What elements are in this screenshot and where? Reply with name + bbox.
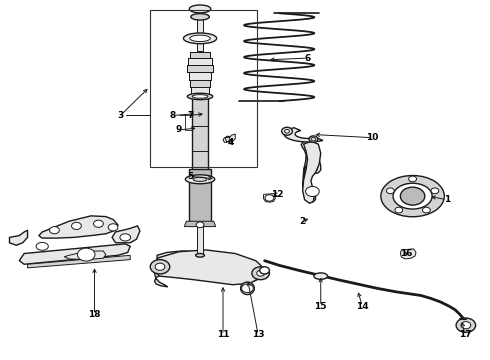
Polygon shape	[301, 140, 321, 174]
Text: 15: 15	[315, 302, 327, 311]
Circle shape	[456, 318, 476, 332]
Circle shape	[252, 267, 270, 280]
Ellipse shape	[191, 14, 209, 20]
Circle shape	[257, 270, 265, 276]
Circle shape	[108, 224, 118, 231]
Polygon shape	[190, 80, 210, 87]
Ellipse shape	[241, 282, 254, 294]
Text: 8: 8	[170, 111, 176, 120]
Polygon shape	[191, 87, 209, 94]
Ellipse shape	[183, 33, 217, 44]
Ellipse shape	[196, 253, 204, 257]
Text: 11: 11	[217, 330, 229, 339]
Circle shape	[306, 186, 319, 197]
Text: 9: 9	[176, 125, 182, 134]
Circle shape	[196, 222, 204, 228]
Text: 1: 1	[443, 195, 450, 204]
Polygon shape	[303, 150, 318, 202]
Polygon shape	[187, 65, 213, 72]
Text: 14: 14	[356, 302, 368, 311]
Polygon shape	[197, 223, 203, 253]
Ellipse shape	[314, 273, 328, 279]
Text: 18: 18	[88, 310, 101, 319]
Polygon shape	[27, 255, 130, 268]
Text: 13: 13	[252, 330, 265, 339]
Circle shape	[282, 127, 293, 135]
Polygon shape	[9, 230, 27, 245]
Circle shape	[94, 220, 103, 227]
Polygon shape	[189, 72, 211, 80]
Circle shape	[285, 130, 290, 133]
Circle shape	[77, 248, 95, 261]
Text: 4: 4	[227, 138, 234, 147]
Circle shape	[311, 137, 316, 141]
Circle shape	[461, 321, 471, 329]
Polygon shape	[400, 249, 416, 259]
Ellipse shape	[190, 35, 210, 41]
Circle shape	[309, 136, 318, 142]
Text: 6: 6	[304, 54, 311, 63]
Text: 3: 3	[117, 111, 123, 120]
Ellipse shape	[185, 175, 215, 184]
Ellipse shape	[192, 95, 208, 98]
Text: 2: 2	[299, 217, 306, 226]
Polygon shape	[197, 15, 203, 51]
Polygon shape	[190, 52, 210, 58]
Polygon shape	[192, 98, 208, 173]
Ellipse shape	[193, 177, 207, 181]
Polygon shape	[184, 221, 216, 226]
Circle shape	[265, 195, 274, 201]
Circle shape	[395, 207, 403, 213]
Text: 7: 7	[187, 111, 194, 120]
Circle shape	[72, 222, 81, 229]
Polygon shape	[155, 250, 265, 285]
Polygon shape	[155, 251, 265, 287]
Ellipse shape	[187, 93, 213, 100]
Polygon shape	[112, 226, 140, 243]
Circle shape	[387, 188, 394, 194]
Ellipse shape	[393, 183, 432, 209]
Text: 12: 12	[271, 190, 284, 199]
Polygon shape	[19, 244, 130, 264]
Circle shape	[400, 187, 425, 205]
Circle shape	[155, 263, 165, 270]
Circle shape	[242, 284, 253, 293]
Circle shape	[260, 267, 270, 274]
Circle shape	[150, 260, 170, 274]
Circle shape	[409, 176, 416, 182]
Polygon shape	[39, 216, 118, 238]
Circle shape	[422, 207, 430, 213]
Ellipse shape	[381, 176, 444, 217]
Polygon shape	[188, 58, 212, 65]
Text: 16: 16	[400, 249, 413, 258]
Circle shape	[49, 226, 59, 234]
Ellipse shape	[120, 234, 131, 241]
Ellipse shape	[189, 5, 211, 13]
Polygon shape	[223, 134, 235, 142]
Polygon shape	[189, 169, 211, 223]
Ellipse shape	[36, 242, 49, 250]
Polygon shape	[284, 128, 323, 142]
Polygon shape	[64, 251, 106, 260]
Polygon shape	[303, 141, 321, 203]
Circle shape	[431, 188, 439, 194]
Text: 5: 5	[187, 172, 194, 181]
Polygon shape	[264, 194, 275, 202]
Text: 17: 17	[459, 330, 471, 339]
Text: 10: 10	[366, 133, 378, 142]
